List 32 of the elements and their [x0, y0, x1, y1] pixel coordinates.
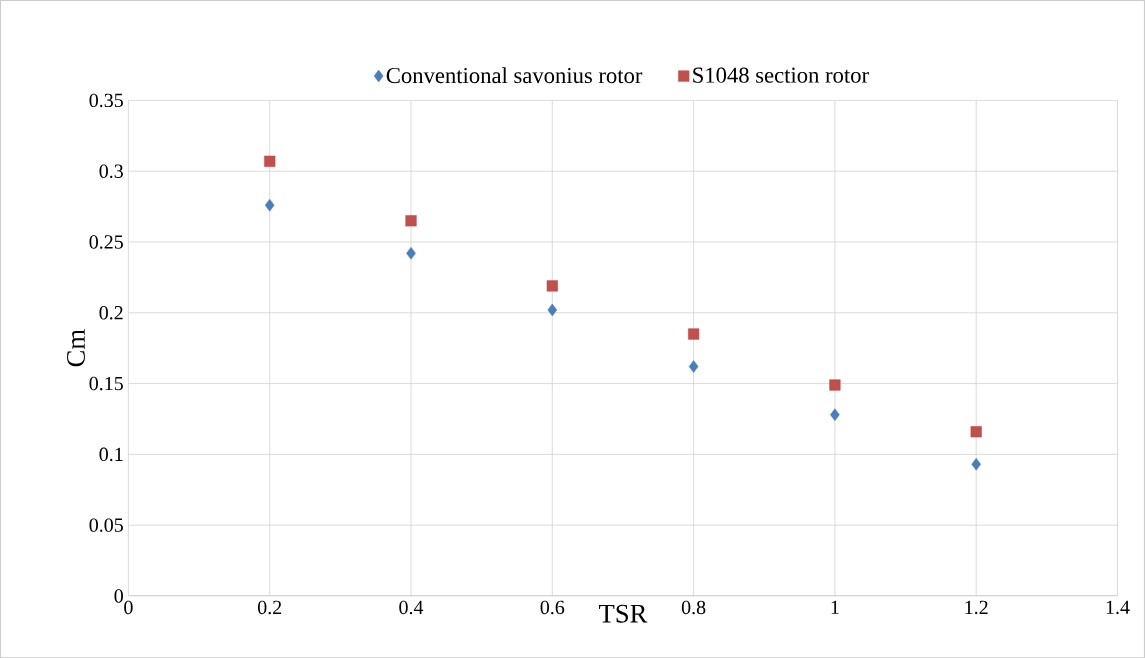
y-axis-title: Cm	[67, 329, 85, 367]
y-tick-label: 0.05	[89, 518, 123, 532]
y-tick-label: 0.2	[99, 305, 123, 320]
y-tick-label: 0.35	[89, 93, 123, 108]
point	[688, 360, 699, 373]
x-tick-label: 1.4	[1106, 600, 1130, 614]
y-tick-label: 0.25	[89, 235, 123, 249]
x-tick-label: 1	[831, 600, 839, 614]
point	[688, 328, 700, 340]
x-axis-title: TSR	[599, 604, 648, 623]
y-tick-label: 0.15	[89, 376, 123, 391]
x-tick-label: 0.4	[399, 600, 424, 615]
x-tick-label: 1.2	[965, 600, 988, 614]
point	[406, 246, 416, 260]
point	[264, 198, 275, 212]
point	[829, 379, 841, 391]
y-tick-label: 0.1	[99, 447, 123, 461]
point	[546, 280, 558, 292]
x-tick-label: 0.6	[540, 600, 565, 615]
point	[970, 425, 982, 438]
legend-label: S1048 section rotor	[693, 67, 869, 83]
point	[547, 303, 558, 317]
point	[971, 457, 981, 471]
x-tick-label: 0	[124, 600, 133, 614]
legend-label: Conventional savonius rotor	[386, 67, 643, 83]
y-tick-label: 0.3	[99, 164, 123, 178]
x-tick-label: 0.8	[681, 600, 706, 615]
point	[830, 408, 840, 421]
point	[264, 155, 276, 167]
point	[405, 214, 417, 227]
x-tick-label: 0.2	[257, 600, 282, 615]
y-tick-label: 0	[114, 589, 123, 603]
